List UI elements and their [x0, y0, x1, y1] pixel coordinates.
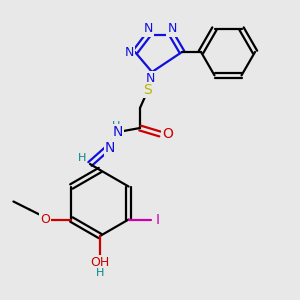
Text: I: I	[156, 212, 160, 226]
Text: N: N	[145, 71, 155, 85]
Text: N: N	[105, 141, 115, 155]
Text: O: O	[163, 127, 173, 141]
Text: H: H	[96, 268, 104, 278]
Text: O: O	[40, 213, 50, 226]
Text: N: N	[167, 22, 177, 35]
Text: N: N	[124, 46, 134, 59]
Text: H: H	[78, 153, 86, 163]
Text: N: N	[113, 125, 123, 139]
Text: N: N	[143, 22, 153, 35]
Text: S: S	[144, 83, 152, 97]
Text: H: H	[112, 121, 120, 131]
Text: OH: OH	[90, 256, 110, 268]
